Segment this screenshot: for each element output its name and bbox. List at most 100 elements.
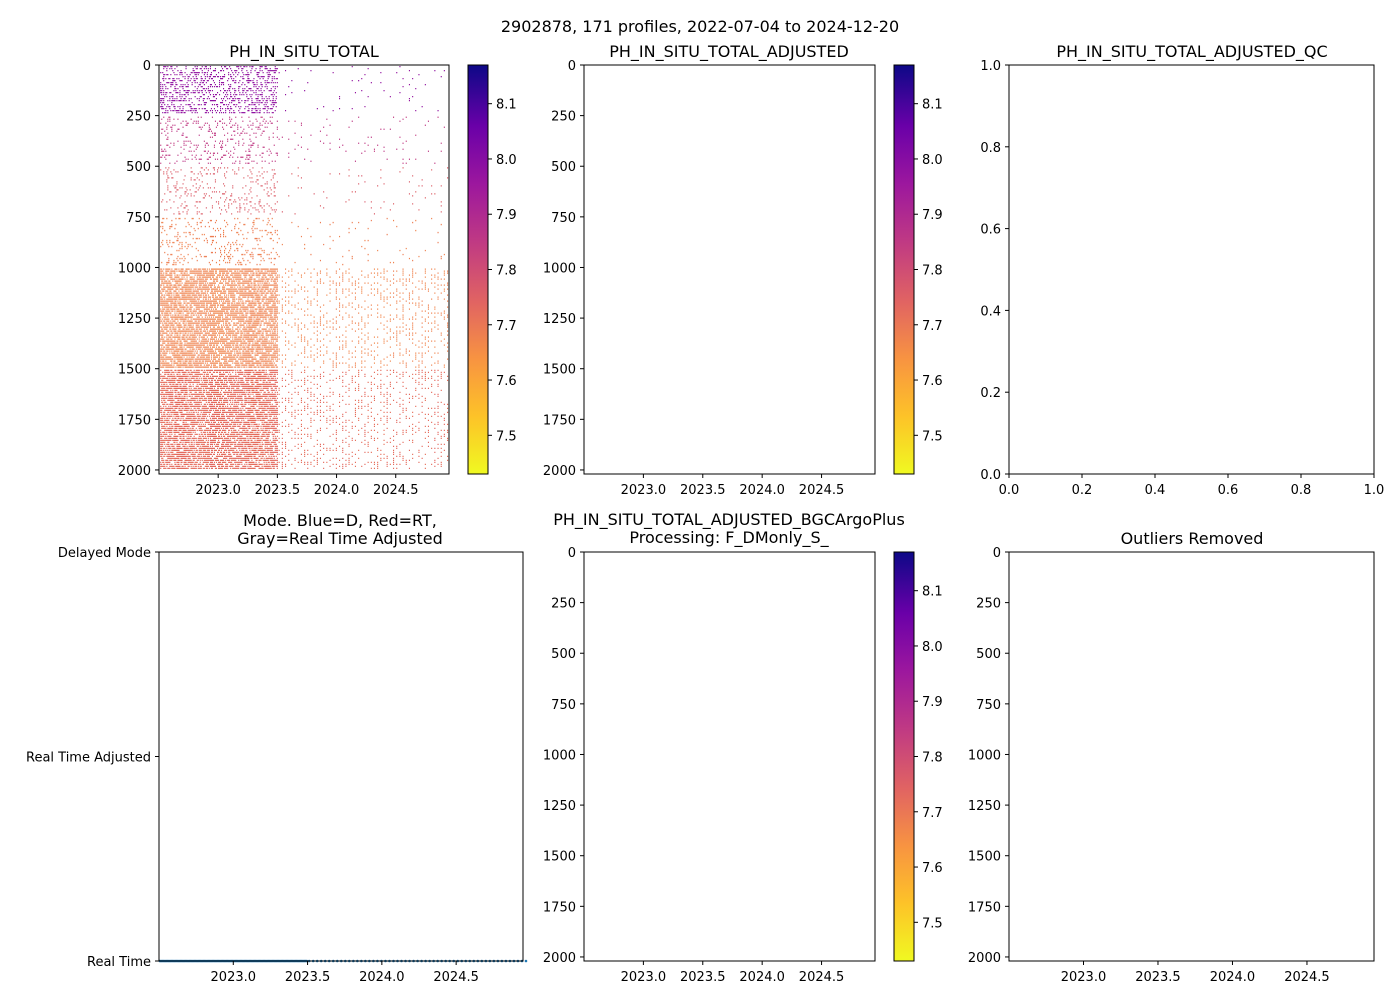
raw-profile-segment (248, 74, 250, 112)
raw-profile-segment (269, 187, 271, 215)
raw-profile-segment (396, 371, 398, 469)
raw-profile-segment (393, 219, 395, 264)
raw-profile-segment (214, 120, 216, 160)
raw-profile-segment (238, 66, 240, 112)
raw-profile-segment (274, 173, 276, 213)
raw-profile-segment (323, 243, 325, 246)
raw-profile-segment (183, 179, 185, 209)
raw-profile-segment (173, 241, 175, 266)
raw-profile-segment (163, 217, 165, 220)
raw-profile-segment (237, 217, 239, 264)
raw-profile-segment (294, 213, 296, 215)
raw-profile-segment (226, 369, 228, 469)
raw-profile-segment (189, 231, 191, 246)
raw-profile-segment (276, 268, 278, 368)
raw-profile-segment (373, 148, 375, 152)
raw-profile-segment (175, 268, 177, 368)
raw-profile-segment (192, 185, 194, 187)
raw-profile-segment (233, 74, 235, 114)
raw-profile-segment (265, 120, 267, 122)
raw-profile-segment (187, 369, 189, 469)
raw-profile-segment (243, 268, 245, 368)
raw-profile-segment (281, 211, 283, 213)
raw-profile-segment (251, 270, 253, 368)
raw-profile-segment (179, 187, 181, 215)
raw-profile-segment (199, 171, 201, 203)
raw-profile-segment (234, 171, 236, 201)
raw-profile-segment (424, 268, 426, 368)
raw-profile-segment (162, 217, 164, 246)
colorbar-tick-label: 7.5 (922, 916, 943, 931)
raw-profile-segment (291, 268, 293, 366)
x-tick-label: 2023.0 (211, 970, 257, 985)
raw-profile-segment (260, 247, 262, 262)
raw-profile-segment (215, 369, 217, 469)
y-category-label: Delayed Mode (58, 546, 151, 561)
raw-profile-segment (267, 122, 269, 124)
raw-profile-segment (235, 116, 237, 162)
raw-profile-segment (176, 268, 178, 366)
raw-profile-segment (424, 371, 426, 469)
raw-profile-segment (210, 130, 212, 132)
raw-profile-segment (229, 268, 231, 368)
x-tick-label: 0.0 (999, 483, 1020, 498)
raw-profile-segment (294, 280, 296, 366)
raw-profile-segment (393, 203, 395, 205)
raw-profile-segment (275, 68, 277, 108)
raw-profile-segment (408, 257, 410, 260)
raw-profile-segment (408, 375, 410, 469)
raw-profile-segment (217, 122, 219, 160)
raw-profile-segment (237, 124, 239, 158)
raw-profile-segment (383, 383, 385, 459)
raw-profile-segment (219, 191, 221, 209)
raw-profile-segment (183, 140, 185, 150)
raw-profile-segment (227, 167, 229, 169)
raw-profile-segment (377, 144, 379, 146)
raw-profile-segment (252, 221, 254, 260)
raw-profile-segment (182, 268, 184, 368)
y-tick-label: 1750 (543, 413, 576, 428)
raw-profile-segment (275, 251, 277, 254)
raw-profile-segment (304, 243, 306, 250)
raw-profile-segment (161, 201, 163, 203)
raw-profile-segment (200, 116, 202, 160)
raw-profile-segment (213, 167, 215, 193)
raw-profile-segment (182, 183, 184, 213)
raw-profile-segment (247, 268, 249, 364)
raw-profile-segment (218, 229, 220, 232)
raw-profile-segment (393, 116, 395, 118)
panel-mode-title-line2: Gray=Real Time Adjusted (237, 529, 443, 548)
raw-profile-segment (219, 80, 221, 114)
colorbar-tick-label: 7.7 (922, 806, 943, 821)
raw-profile-segment (224, 219, 226, 260)
raw-profile-segment (393, 369, 395, 469)
raw-profile-segment (181, 268, 183, 366)
raw-profile-segment (234, 217, 236, 252)
raw-profile-segment (189, 74, 191, 112)
raw-profile-segment (179, 369, 181, 469)
raw-profile-segment (412, 268, 414, 362)
raw-profile-segment (389, 261, 391, 264)
x-tick-label: 2024.0 (1210, 970, 1256, 985)
raw-profile-segment (434, 268, 436, 364)
raw-profile-segment (431, 169, 433, 195)
raw-profile-segment (242, 120, 244, 158)
raw-profile-segment (412, 221, 414, 262)
raw-profile-segment (242, 68, 244, 114)
raw-profile-segment (237, 66, 239, 100)
raw-profile-segment (266, 68, 268, 114)
raw-profile-segment (307, 375, 309, 469)
raw-profile-segment (243, 128, 245, 144)
raw-profile-segment (239, 369, 241, 465)
raw-profile-segment (175, 82, 177, 112)
colorbar-tick-label: 7.6 (922, 861, 943, 876)
raw-profile-segment (174, 68, 176, 110)
raw-profile-segment (199, 126, 201, 160)
raw-profile-segment (253, 78, 255, 114)
raw-profile-segment (272, 132, 274, 138)
raw-profile-segment (227, 132, 229, 142)
raw-profile-segment (255, 181, 257, 211)
raw-profile-segment (171, 173, 173, 179)
raw-profile-segment (227, 369, 229, 469)
raw-profile-segment (364, 181, 366, 203)
